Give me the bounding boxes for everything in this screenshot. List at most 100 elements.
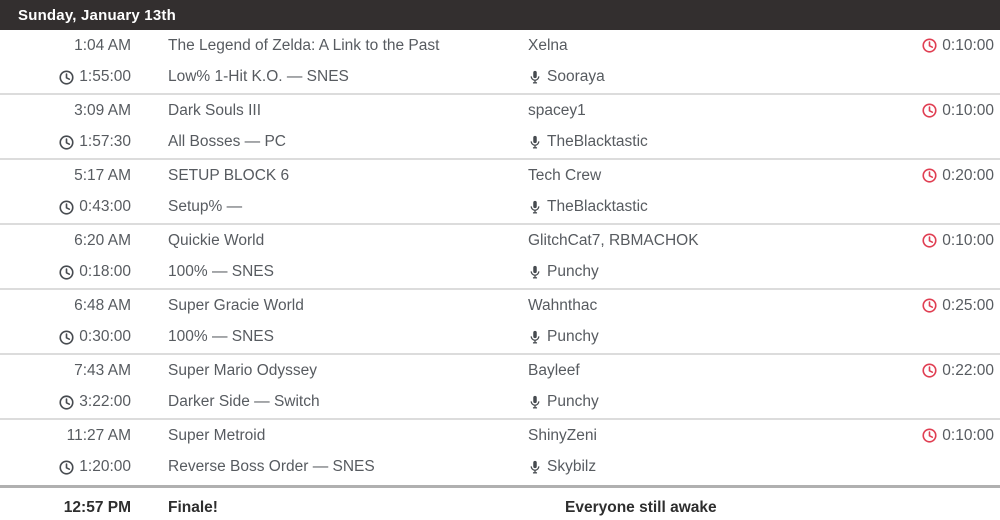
commentator-names: Punchy xyxy=(547,263,599,281)
estimate-clock-icon xyxy=(922,38,937,53)
duration-value: 3:22:00 xyxy=(79,393,131,411)
duration-clock-icon xyxy=(59,395,74,410)
run-category: 100% — SNES xyxy=(168,263,274,281)
microphone-icon xyxy=(528,264,542,280)
run-category: Setup% — xyxy=(168,198,243,216)
estimate-clock-icon xyxy=(922,103,937,118)
duration-value: 0:43:00 xyxy=(79,198,131,216)
start-time: 6:48 AM xyxy=(74,296,131,314)
runner-names: spacey1 xyxy=(528,101,586,119)
duration-clock-icon xyxy=(59,330,74,345)
commentators: Punchy xyxy=(528,263,880,281)
run-category: Reverse Boss Order — SNES xyxy=(168,458,375,476)
commentators: TheBlacktastic xyxy=(528,133,880,151)
duration-value: 1:20:00 xyxy=(79,458,131,476)
run-duration: 1:57:30 xyxy=(0,133,131,151)
start-time: 3:09 AM xyxy=(74,101,131,119)
commentators: Punchy xyxy=(528,393,880,411)
estimate-value: 0:22:00 xyxy=(942,361,994,379)
duration-clock-icon xyxy=(59,460,74,475)
finale-start-time: 12:57 PM xyxy=(63,498,131,516)
estimate-value: 0:20:00 xyxy=(942,166,994,184)
estimate-clock-icon xyxy=(922,168,937,183)
duration-value: 0:30:00 xyxy=(79,328,131,346)
run-duration: 3:22:00 xyxy=(0,393,131,411)
runner-names: Tech Crew xyxy=(528,166,602,184)
duration-clock-icon xyxy=(59,265,74,280)
estimate-clock-icon xyxy=(922,298,937,313)
finale-row: 12:57 PM Finale! Everyone still awake xyxy=(0,485,1000,520)
run-category: Darker Side — Switch xyxy=(168,393,320,411)
runner-names: GlitchCat7, RBMACHOK xyxy=(528,231,699,249)
microphone-icon xyxy=(528,134,542,150)
run-duration: 0:18:00 xyxy=(0,263,131,281)
start-time: 1:04 AM xyxy=(74,36,131,54)
schedule-entry: 5:17 AM SETUP BLOCK 6 Tech Crew 0:20:00 xyxy=(0,160,1000,225)
commentator-names: Skybilz xyxy=(547,458,597,476)
commentator-names: TheBlacktastic xyxy=(547,198,648,216)
run-duration: 0:30:00 xyxy=(0,328,131,346)
estimate-clock-icon xyxy=(922,428,937,443)
run-duration: 0:43:00 xyxy=(0,198,131,216)
setup-estimate: 0:25:00 xyxy=(880,297,1000,315)
commentators: Punchy xyxy=(528,328,880,346)
game-title: Super Mario Odyssey xyxy=(168,361,318,379)
game-title: Super Gracie World xyxy=(168,296,304,314)
estimate-value: 0:25:00 xyxy=(942,296,994,314)
setup-estimate: 0:10:00 xyxy=(880,102,1000,120)
estimate-value: 0:10:00 xyxy=(942,231,994,249)
run-duration: 1:55:00 xyxy=(0,68,131,86)
game-title: Dark Souls III xyxy=(168,101,262,119)
commentator-names: Sooraya xyxy=(547,68,605,86)
runner-names: Xelna xyxy=(528,36,568,54)
duration-clock-icon xyxy=(59,135,74,150)
day-header-label: Sunday, January 13th xyxy=(18,6,176,24)
runner-names: ShinyZeni xyxy=(528,426,597,444)
run-category: 100% — SNES xyxy=(168,328,274,346)
commentator-names: Punchy xyxy=(547,393,599,411)
duration-value: 1:55:00 xyxy=(79,68,131,86)
finale-runners: Everyone still awake xyxy=(565,498,717,516)
duration-value: 1:57:30 xyxy=(79,133,131,151)
setup-estimate: 0:10:00 xyxy=(880,232,1000,250)
microphone-icon xyxy=(528,459,542,475)
commentator-names: Punchy xyxy=(547,328,599,346)
schedule-entry: 6:20 AM Quickie World GlitchCat7, RBMACH… xyxy=(0,225,1000,290)
start-time: 7:43 AM xyxy=(74,361,131,379)
estimate-clock-icon xyxy=(922,363,937,378)
schedule-entry: 7:43 AM Super Mario Odyssey Bayleef 0:22… xyxy=(0,355,1000,420)
commentators: TheBlacktastic xyxy=(528,198,880,216)
setup-estimate: 0:22:00 xyxy=(880,362,1000,380)
runner-names: Wahnthac xyxy=(528,296,598,314)
estimate-value: 0:10:00 xyxy=(942,426,994,444)
estimate-value: 0:10:00 xyxy=(942,101,994,119)
schedule-entry: 1:04 AM The Legend of Zelda: A Link to t… xyxy=(0,30,1000,95)
finale-title: Finale! xyxy=(168,498,218,516)
game-title: SETUP BLOCK 6 xyxy=(168,166,290,184)
setup-estimate: 0:10:00 xyxy=(880,37,1000,55)
schedule-entry: 11:27 AM Super Metroid ShinyZeni 0:10:00 xyxy=(0,420,1000,485)
start-time: 5:17 AM xyxy=(74,166,131,184)
schedule-entry: 6:48 AM Super Gracie World Wahnthac 0:25… xyxy=(0,290,1000,355)
microphone-icon xyxy=(528,329,542,345)
duration-value: 0:18:00 xyxy=(79,263,131,281)
microphone-icon xyxy=(528,199,542,215)
run-duration: 1:20:00 xyxy=(0,458,131,476)
game-title: Super Metroid xyxy=(168,426,266,444)
estimate-clock-icon xyxy=(922,233,937,248)
runner-names: Bayleef xyxy=(528,361,580,379)
day-header: Sunday, January 13th xyxy=(0,0,1000,30)
schedule-list: 1:04 AM The Legend of Zelda: A Link to t… xyxy=(0,30,1000,485)
estimate-value: 0:10:00 xyxy=(942,36,994,54)
microphone-icon xyxy=(528,394,542,410)
setup-estimate: 0:10:00 xyxy=(880,427,1000,445)
run-category: All Bosses — PC xyxy=(168,133,287,151)
game-title: Quickie World xyxy=(168,231,265,249)
start-time: 11:27 AM xyxy=(66,426,131,444)
setup-estimate: 0:20:00 xyxy=(880,167,1000,185)
duration-clock-icon xyxy=(59,200,74,215)
run-category: Low% 1-Hit K.O. — SNES xyxy=(168,68,349,86)
start-time: 6:20 AM xyxy=(74,231,131,249)
schedule-entry: 3:09 AM Dark Souls III spacey1 0:10:00 xyxy=(0,95,1000,160)
game-title: The Legend of Zelda: A Link to the Past xyxy=(168,36,440,54)
